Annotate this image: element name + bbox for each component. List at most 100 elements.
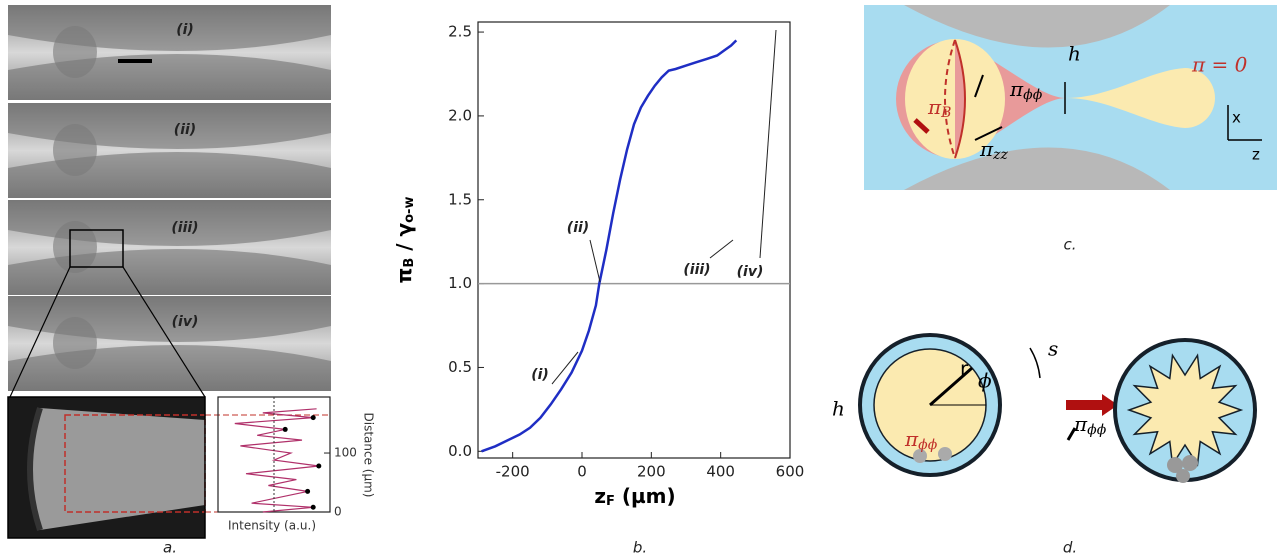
marker: [310, 415, 316, 421]
symbol: r: [960, 357, 969, 381]
x-tick-label: 200: [637, 463, 666, 481]
caption: b.: [633, 539, 647, 556]
symbol: π: [979, 137, 994, 161]
y-label: πB / γo-w: [392, 197, 417, 284]
strip-label: (ii): [174, 122, 196, 138]
interface: [954, 39, 966, 159]
wall: [904, 5, 1170, 48]
x-tick-label: 600: [776, 463, 805, 481]
subscript: B: [940, 105, 951, 121]
particle: [1176, 469, 1190, 483]
symbol: π: [927, 95, 942, 119]
marker: [310, 504, 316, 510]
y-tick-label: 2.0: [448, 106, 472, 124]
y-tick-label: 1.0: [448, 274, 472, 292]
symbol: πB: [927, 95, 951, 122]
zoom-box: [69, 229, 124, 268]
zoom-frame: [7, 396, 206, 539]
subscript: o-w: [402, 197, 417, 223]
y-label: /: [392, 236, 416, 257]
x-label: (µm): [615, 484, 676, 508]
axis-label: z: [1252, 146, 1260, 164]
subscript: zz: [992, 147, 1008, 163]
leader: [709, 239, 734, 259]
symbol: h: [1068, 42, 1081, 66]
marker: [305, 488, 311, 494]
leader: [759, 29, 777, 259]
y-tick-label: 0.0: [448, 442, 472, 460]
subscript: ϕϕ: [1023, 87, 1043, 103]
panel-a: [7, 5, 331, 539]
y-label: Distance (µm): [362, 413, 376, 498]
y-tick-label: 1.5: [448, 190, 472, 208]
symbol: πϕϕ: [1073, 412, 1107, 439]
interface: [944, 39, 956, 159]
symbol: πϕϕ: [1009, 77, 1043, 104]
caption: c.: [1063, 236, 1076, 254]
x-tick-label: 400: [706, 463, 735, 481]
particle: [938, 447, 952, 461]
annotation: (ii): [567, 220, 589, 236]
droplet: [53, 221, 97, 273]
leader: [589, 239, 601, 283]
droplet: [30, 408, 205, 530]
y-label: γ: [392, 222, 416, 236]
subscript: ϕϕ: [1087, 422, 1107, 438]
x-tick-label: 0: [577, 463, 587, 481]
symbol: π: [1073, 412, 1088, 436]
symbol: ϕ: [978, 369, 992, 393]
strip-label: (i): [176, 22, 194, 38]
annotation: (i): [531, 367, 549, 383]
caption: d.: [1063, 539, 1077, 556]
zoom-line: [9, 266, 71, 398]
data-line: [234, 408, 319, 513]
big-arrow-head: [1102, 394, 1118, 416]
particle: [913, 449, 927, 463]
arrow: [1066, 427, 1077, 441]
strip-label: (iv): [172, 314, 199, 330]
roi: [64, 414, 206, 513]
arrow: [974, 74, 984, 98]
symbol: π: [904, 427, 919, 451]
panel-c: [864, 5, 1277, 190]
particle: [1167, 457, 1183, 473]
wall: [904, 147, 1170, 190]
arrow: [974, 126, 1003, 141]
symbol: π = 0: [1191, 53, 1248, 77]
x-label: zF (µm): [594, 484, 675, 509]
y-tick-label: 0: [334, 505, 342, 519]
x-tick-label: -200: [496, 463, 530, 481]
droplet: [53, 124, 97, 176]
buckled: [1126, 353, 1244, 467]
data-line: [481, 39, 738, 453]
y-tick-label: 0.5: [448, 358, 472, 376]
symbol: πϕϕ: [904, 427, 938, 454]
symbol: πzz: [979, 137, 1009, 164]
droplet: [53, 317, 97, 369]
symbol: π: [1009, 77, 1024, 101]
annotation: (iii): [683, 262, 710, 278]
plot-frame: [477, 21, 791, 459]
zoom-line: [122, 266, 206, 398]
symbol: s: [1048, 337, 1058, 361]
labels: (i) (ii) (iii) (iv) a. Intensity (a.u.) …: [163, 22, 1260, 556]
symbol: h: [832, 397, 845, 421]
droplet: [53, 26, 97, 78]
scale-bar: [118, 59, 152, 63]
y-tick-label: 2.5: [448, 23, 472, 41]
leader: [551, 351, 579, 385]
particle: [1182, 455, 1198, 471]
y-tick-label: 100: [334, 446, 357, 460]
axis-label: x: [1232, 109, 1241, 127]
subscript: F: [606, 494, 615, 509]
arc: [1029, 347, 1041, 379]
arrow-red: [913, 118, 930, 134]
radius: [929, 366, 973, 407]
caption: a.: [163, 539, 177, 556]
strip-label: (iii): [171, 220, 198, 236]
marker: [316, 463, 322, 469]
panel-d: [858, 333, 1257, 483]
droplet: [1066, 68, 1215, 128]
subscript: ϕϕ: [918, 437, 938, 453]
